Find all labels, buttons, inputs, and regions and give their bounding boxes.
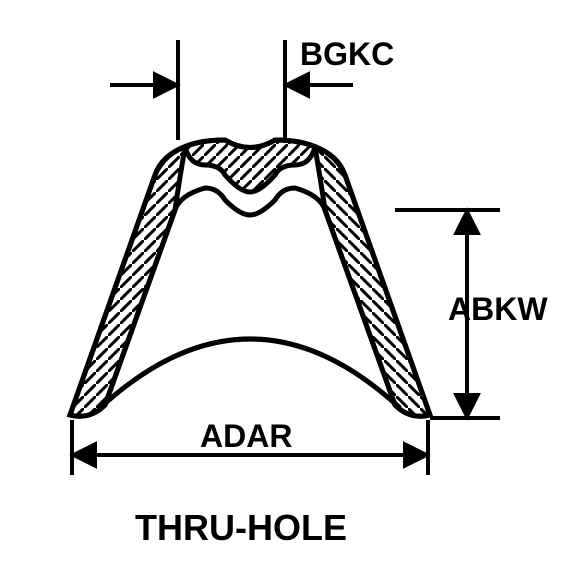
left-wall-hatch: [70, 147, 185, 416]
bottom-arc: [100, 339, 400, 408]
abkw-label: ABKW: [448, 291, 548, 327]
bgkc-label: BGKC: [300, 36, 394, 72]
dimension-bgkc: BGKC: [110, 36, 394, 140]
adar-label-front: ADAR: [200, 418, 292, 454]
dimension-adar: ADAR ADAR: [72, 418, 428, 475]
cross-section-shape: [70, 140, 430, 416]
diagram-title: THRU-HOLE: [135, 507, 347, 548]
right-wall-hatch: [315, 147, 430, 416]
